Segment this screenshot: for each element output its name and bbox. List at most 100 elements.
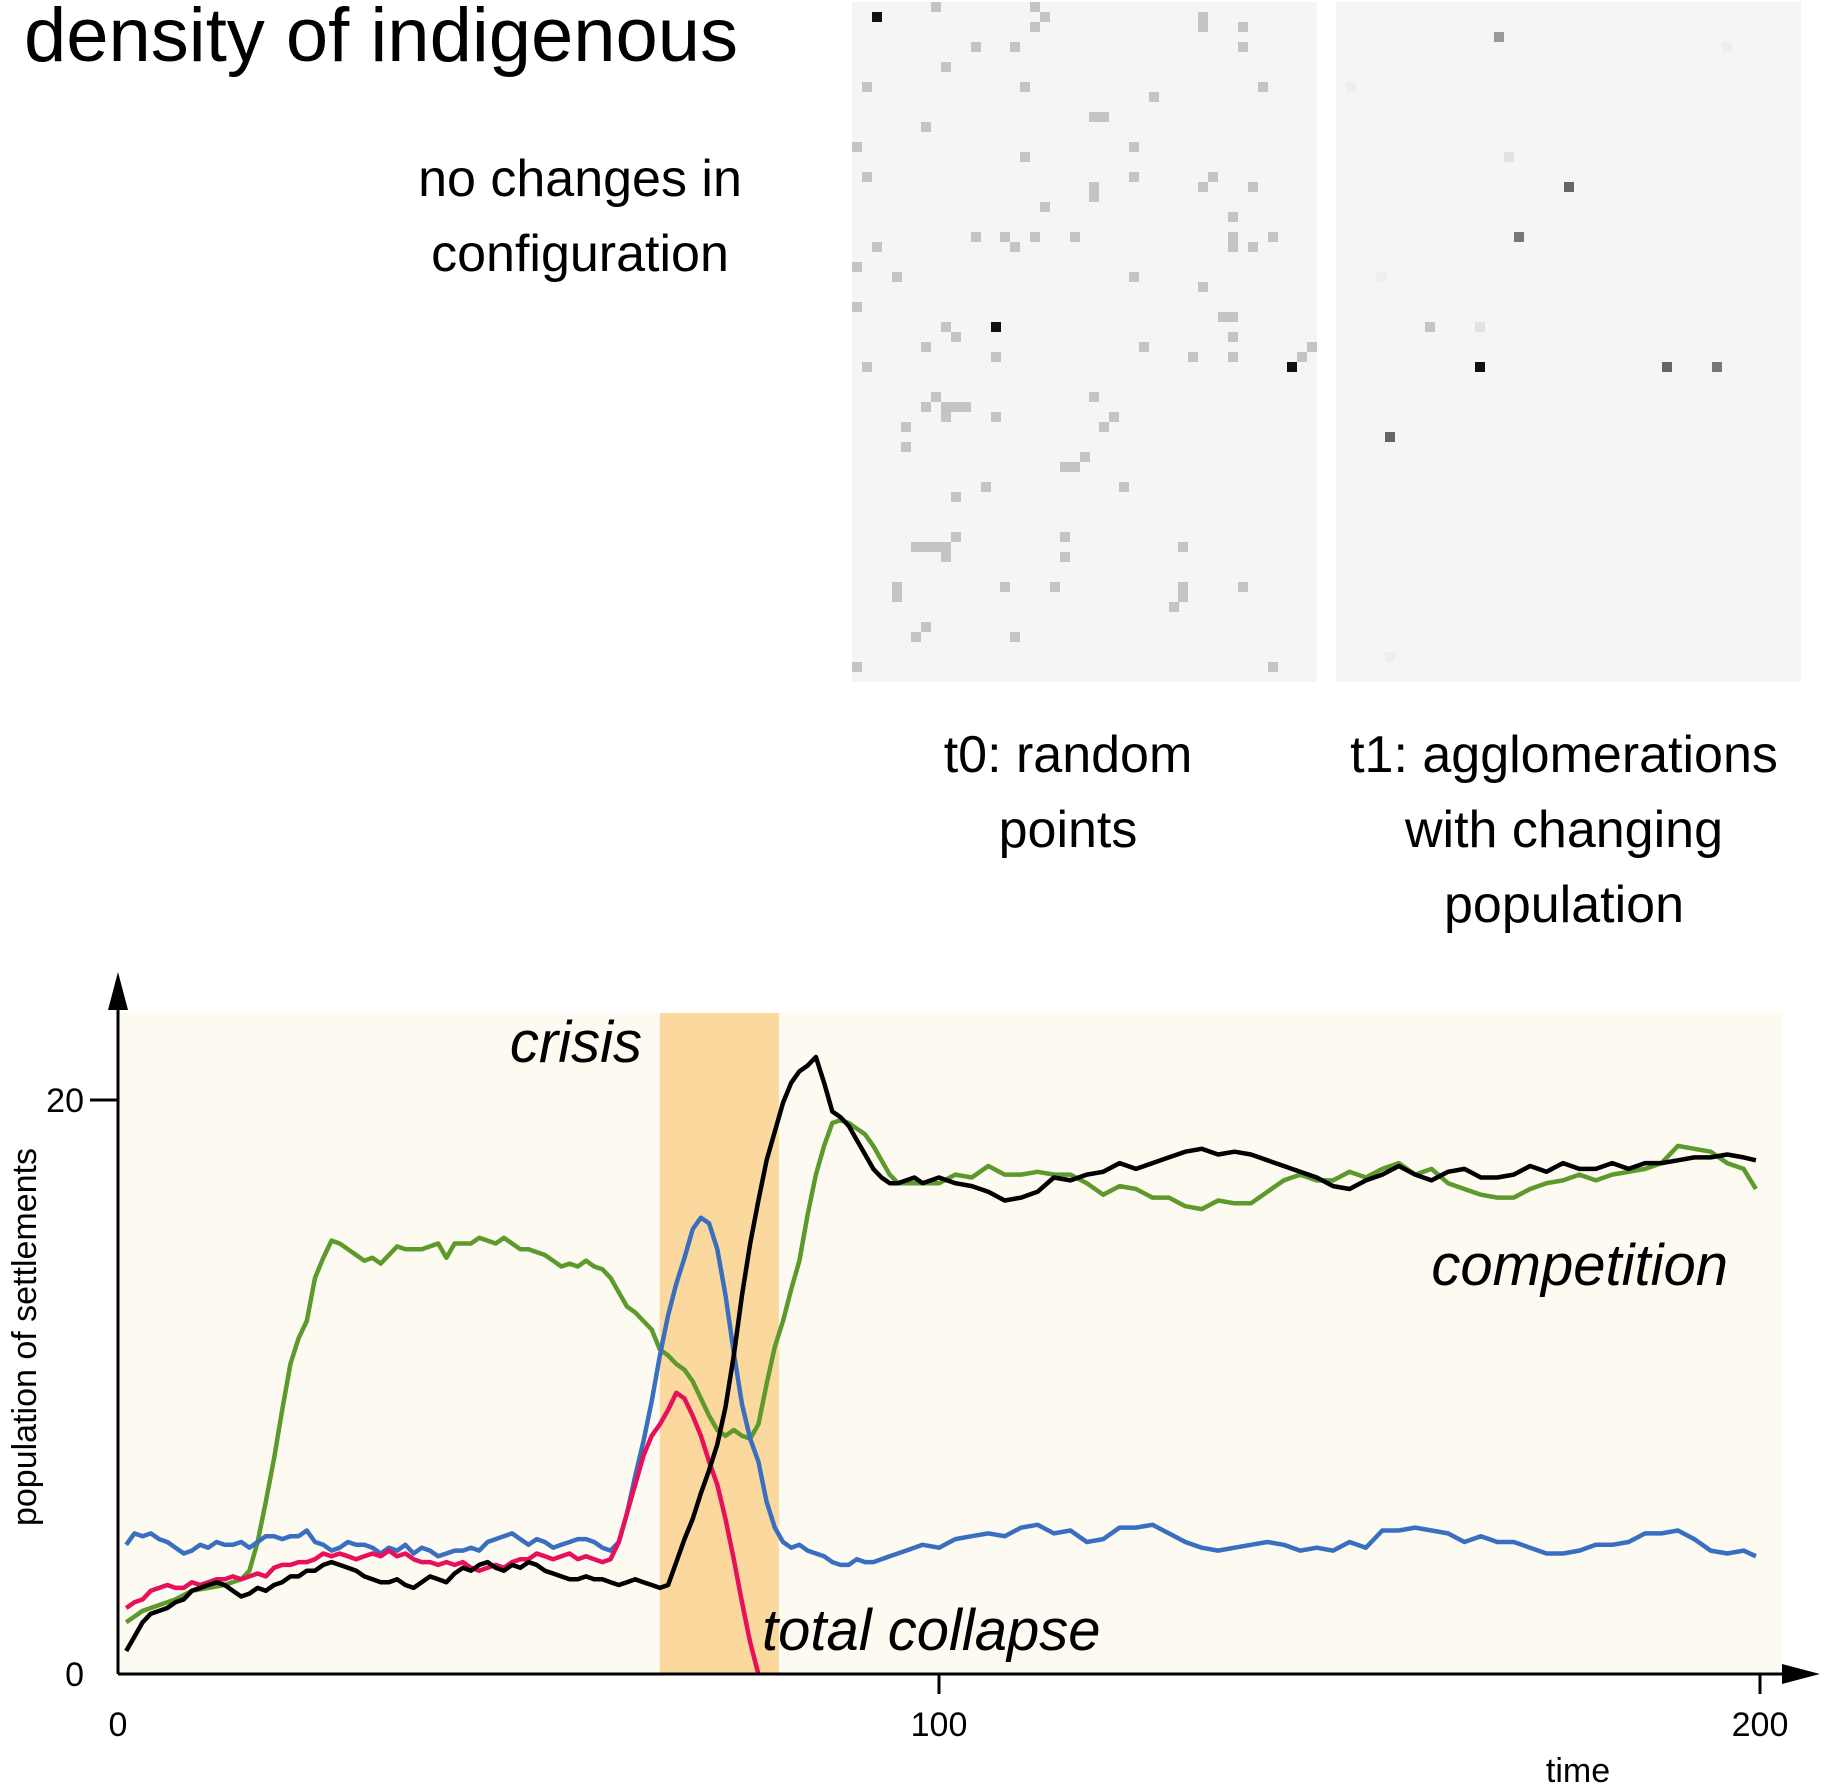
- grid-cell: [931, 392, 942, 402]
- grid-cell: [1267, 662, 1278, 672]
- grid-cell: [852, 142, 862, 152]
- y-axis-label: population of settlements: [6, 1148, 44, 1526]
- caption-t1: t1: agglomerations with changing populat…: [1314, 718, 1814, 943]
- caption-t0: t0: random points: [868, 718, 1268, 868]
- series-line-4: [124, 1054, 1757, 1653]
- grid-cell: [1198, 182, 1209, 192]
- grid-cell: [1257, 82, 1268, 92]
- grid-cell: [1237, 42, 1248, 52]
- grid-cell: [1030, 232, 1041, 242]
- grid-cell: [1227, 232, 1238, 242]
- grid-cell: [1662, 362, 1673, 372]
- grid-cell: [970, 232, 981, 242]
- note-caption: no changes in configuration: [380, 142, 780, 292]
- grid-cell: [1247, 242, 1258, 252]
- grid-cell: [980, 482, 991, 492]
- grid-cell: [941, 62, 952, 72]
- grid-cell: [1129, 142, 1140, 152]
- grid-cell: [1227, 212, 1238, 222]
- grid-cell: [1711, 362, 1722, 372]
- grid-cell: [891, 582, 902, 592]
- x-axis-arrow: [1782, 1664, 1820, 1684]
- series-layer: [124, 1054, 1758, 1675]
- grid-cell: [1385, 652, 1396, 662]
- grid-cell: [931, 542, 942, 552]
- grid-cell: [871, 12, 882, 22]
- grid-cell: [941, 322, 952, 332]
- grid-cell: [970, 42, 981, 52]
- caption-t0-line-1: t0: random: [943, 726, 1193, 784]
- grid-cell: [901, 422, 912, 432]
- plot-background: [118, 1013, 1783, 1675]
- y-axis-arrow: [108, 972, 128, 1010]
- grid-cell: [1287, 362, 1298, 372]
- grid-cell: [1227, 332, 1238, 342]
- grid-cell: [1059, 552, 1070, 562]
- grid-cell: [1049, 582, 1060, 592]
- caption-t1-line-2: with changing: [1405, 801, 1723, 859]
- grid-cell: [990, 352, 1001, 362]
- series-line-1: [124, 1117, 1758, 1625]
- grid-cell: [1030, 2, 1041, 12]
- series-line-3: [124, 1390, 761, 1675]
- grid-cell: [1385, 432, 1396, 442]
- grid-cell: [950, 532, 961, 542]
- grid-cell: [921, 622, 932, 632]
- annotation-competition: competition: [1431, 1233, 1728, 1298]
- grid-cell: [1059, 462, 1070, 472]
- series-line-2: [124, 1215, 1757, 1568]
- grid-cell: [1010, 632, 1021, 642]
- grid-cell: [1721, 42, 1732, 52]
- grid-cell: [1198, 22, 1209, 32]
- grid-cell: [921, 402, 932, 412]
- grid-cell: [950, 332, 961, 342]
- grid-cell: [1307, 342, 1318, 352]
- grid-cell: [1020, 152, 1031, 162]
- grid-cell: [1039, 12, 1050, 22]
- grid-t1: [1336, 2, 1801, 682]
- grid-cell: [1218, 312, 1229, 322]
- grid-cell: [1494, 32, 1505, 42]
- grid-cell: [1069, 232, 1080, 242]
- grid-cell: [1069, 462, 1080, 472]
- grid-cell: [1099, 112, 1110, 122]
- grid-cell: [861, 172, 872, 182]
- y-tick-label: 0: [65, 1656, 84, 1694]
- grid-cell: [1089, 112, 1100, 122]
- grid-cell: [1178, 592, 1189, 602]
- caption-t0-line-2: points: [998, 801, 1138, 859]
- grid-cell: [921, 342, 932, 352]
- grid-cell: [891, 592, 902, 602]
- grid-cell: [941, 542, 952, 552]
- annotation-total-collapse: total collapse: [762, 1598, 1101, 1663]
- grid-cell: [852, 662, 862, 672]
- grid-cell: [941, 552, 952, 562]
- grid-cell: [911, 632, 922, 642]
- crisis-band: [659, 1013, 779, 1674]
- grid-cell: [1099, 422, 1110, 432]
- grid-cell: [1129, 172, 1140, 182]
- ticks-layer: 0 100 200 0 20: [46, 1082, 1788, 1744]
- grid-cell: [941, 412, 952, 422]
- grid-cell: [1345, 82, 1356, 92]
- figure-title: density of indigenous: [24, 0, 739, 78]
- x-tick-label: 200: [1732, 1706, 1789, 1744]
- grid-cell: [1198, 12, 1209, 22]
- x-axis-label: time: [1546, 1752, 1610, 1790]
- grid-cell: [1375, 272, 1386, 282]
- grid-cell: [1030, 22, 1041, 32]
- note-line-2: configuration: [431, 225, 729, 283]
- grid-cell: [1168, 602, 1179, 612]
- caption-t1-line-1: t1: agglomerations: [1350, 726, 1778, 784]
- grid-cell: [1079, 452, 1090, 462]
- population-chart: 0 100 200 0 20 time population of settlement…: [6, 972, 1820, 1790]
- grid-cell: [1020, 82, 1031, 92]
- grid-cell: [941, 402, 952, 412]
- grid-cell: [1178, 582, 1189, 592]
- grid-cell: [921, 542, 932, 552]
- grid-cell: [1198, 282, 1209, 292]
- grid-cell: [1247, 182, 1258, 192]
- grid-cell: [911, 542, 922, 552]
- caption-t1-line-3: population: [1444, 876, 1684, 934]
- grid-cell: [1000, 582, 1011, 592]
